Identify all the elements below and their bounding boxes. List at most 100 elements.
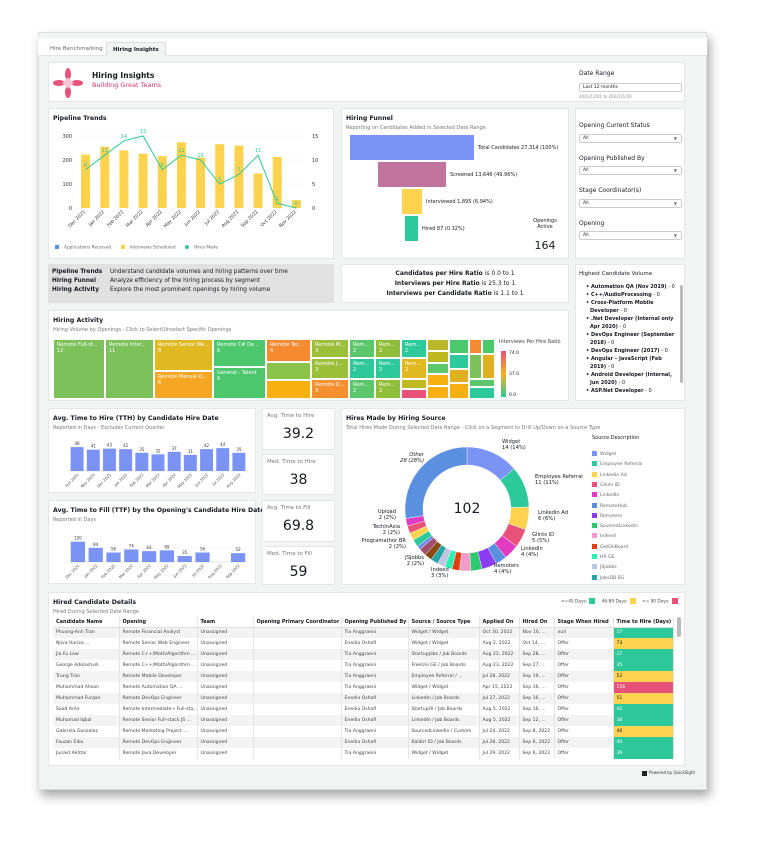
tab-hire-benchmarking[interactable]: Hire Benchmarking [50, 46, 103, 52]
treemap-cell[interactable]: Remote J... 3 [311, 358, 349, 379]
highest-volume-item[interactable]: • Cross-Platform Mobile Developer - 0 [586, 299, 678, 315]
treemap-cell[interactable]: Rem... 2 [375, 358, 401, 379]
treemap-cell[interactable]: Remote M... 3 [311, 339, 349, 358]
source-legend-item[interactable]: GetOnBoard [592, 543, 628, 550]
column-header[interactable]: Team [197, 617, 254, 628]
column-header[interactable]: Applied On [479, 617, 520, 628]
filter-coordinator-select[interactable]: All ▼ [579, 199, 682, 208]
source-legend-item[interactable]: Linkedin Ad [592, 471, 627, 478]
highest-volume-item[interactable]: • Automation QA (Nov 2019) - 0 [586, 283, 678, 291]
table-row[interactable]: Phuong-Anh Tran Remote Financial Analyst U… [53, 627, 674, 638]
source-legend-item[interactable]: RemoteHub [592, 502, 627, 509]
source-legend-item[interactable]: HR GE [592, 554, 615, 560]
treemap-cell[interactable] [449, 354, 469, 369]
column-header[interactable]: Source / Source Type [408, 617, 480, 628]
table-row[interactable]: Muhammad Furqan Remote DevOps Engineer Una… [53, 693, 674, 704]
treemap-cell[interactable]: Remote Tec... 4 [266, 339, 311, 362]
source-legend-item[interactable]: Widget [592, 451, 616, 457]
treemap-cell[interactable]: Rem... 2 [349, 339, 375, 358]
treemap-cell[interactable] [469, 354, 482, 379]
treemap-cell[interactable]: Remote Senior We... 8 [154, 339, 213, 371]
table-row[interactable]: Fauzan Elka Remote DevOps Engineer Unassig… [53, 737, 674, 748]
table-row[interactable]: George Adikashvili Remote C++/Math/Algori… [53, 660, 674, 671]
treemap-cell[interactable] [449, 369, 469, 383]
source-legend-item[interactable]: LinkedIn [592, 492, 619, 498]
treemap-cell[interactable]: Rem... 2 [401, 358, 427, 379]
powered-by[interactable]: Powered by QuickSight [642, 770, 695, 776]
column-header[interactable]: Hired On [519, 617, 555, 628]
treemap-cell[interactable]: Remote Manual Q... 6 [154, 371, 213, 399]
funnel-bar-screened[interactable] [378, 162, 446, 187]
table-row[interactable]: Junaid Akhtar Remote Java Developer Unassi… [53, 748, 674, 759]
treemap-cell[interactable] [427, 363, 449, 374]
table-row[interactable]: Gabriela Gonzalez Remote Marketing Projec… [53, 726, 674, 737]
treemap-cell[interactable]: Rem... 2 [401, 339, 427, 358]
highest-volume-item[interactable]: • Angular – JavaScript (Feb 2019) - 0 [586, 355, 678, 371]
treemap-cell[interactable] [427, 339, 449, 351]
table-row[interactable]: Njiva Harizo ... Remote Senior Web Engine… [53, 638, 674, 649]
treemap-cell[interactable] [469, 387, 495, 399]
treemap-cell[interactable]: Rem... 2 [349, 379, 375, 399]
treemap-cell[interactable] [482, 354, 495, 379]
treemap-cell[interactable]: Rem... 2 [375, 339, 401, 358]
treemap-cell[interactable]: Remote C# De... 6 [213, 339, 266, 367]
treemap-cell[interactable] [449, 383, 469, 399]
source-legend-item[interactable]: Indeed [592, 533, 616, 539]
treemap-cell[interactable]: Remote Full-st... 12 [53, 339, 105, 399]
tab-hiring-insights[interactable]: Hiring Insights [106, 42, 166, 56]
column-header[interactable]: Opening [119, 617, 198, 628]
tth-chart[interactable]: 46 Oct 2021 41 Nov 2021 43 Dec 2021 42 Jan 2022… [49, 409, 257, 494]
column-header[interactable]: Time to Hire (Days) [613, 617, 674, 628]
treemap-cell[interactable] [401, 389, 427, 399]
treemap-cell[interactable] [449, 339, 469, 354]
treemap-cell[interactable]: Remote Inter... 11 [105, 339, 154, 399]
table-row[interactable]: Saad Amir Remote Intermediate+ Full-sta..… [53, 704, 674, 715]
highest-volume-item[interactable]: • C++/AudioProcessing - 0 [586, 291, 678, 299]
treemap-cell[interactable] [469, 339, 482, 354]
table-scrollbar[interactable] [677, 617, 681, 637]
filter-published-by-select[interactable]: All ▼ [579, 166, 682, 175]
treemap-cell[interactable] [401, 379, 427, 389]
filter-opening-select[interactable]: All ▼ [579, 231, 682, 240]
treemap-cell[interactable] [482, 339, 495, 354]
treemap-cell[interactable]: General - Talent 6 [213, 367, 266, 399]
date-range-select[interactable]: Last 12 months [579, 83, 682, 92]
source-legend-item[interactable]: Employee Referral [592, 461, 642, 467]
table-row[interactable]: Muhammad Ahsan Remote Automation QA ... Un… [53, 682, 674, 693]
legend-hires[interactable]: Hires Made [193, 245, 219, 251]
treemap-cell[interactable]: Rem... 2 [349, 358, 375, 379]
highest-volume-item[interactable]: • ASP.Net Developer - 0 [586, 387, 678, 395]
table-row[interactable]: Jia Fu Low Remote C++/Math/Algorithm ... U… [53, 649, 674, 660]
scrollbar[interactable] [680, 285, 683, 383]
donut-chart[interactable] [342, 409, 686, 586]
treemap-cell[interactable] [427, 386, 449, 399]
column-header[interactable]: Opening Published By [341, 617, 409, 628]
highest-volume-item[interactable]: • DevOps Engineer (September 2018) - 0 [586, 331, 678, 347]
funnel-bar-total[interactable] [350, 135, 474, 160]
treemap-cell[interactable] [266, 380, 311, 399]
treemap-cell[interactable]: Rem... 2 [375, 379, 401, 399]
ttf-chart[interactable]: 120 Dec 2021 84 Jan 2022 56 Feb 2022 74 Mar 202… [49, 501, 257, 585]
table-row[interactable]: Muhamad Iqbal Remote Senior Full-stack JS… [53, 715, 674, 726]
table-row[interactable]: Trung Tran Remote Mobile Developer Unassig… [53, 671, 674, 682]
source-legend-item[interactable]: JSJobbs [592, 564, 617, 570]
source-legend-item[interactable]: Glints ID [592, 481, 620, 488]
treemap-cell[interactable] [266, 362, 311, 380]
filter-status-select[interactable]: All ▼ [579, 134, 682, 143]
highest-volume-item[interactable]: • Android Developer (Internal, Jun 2020)… [586, 371, 678, 387]
treemap-cell[interactable]: Remote D... 3 [311, 379, 349, 399]
legend-interviews[interactable]: Interviews Scheduled [129, 245, 176, 251]
treemap-cell[interactable] [427, 374, 449, 386]
treemap[interactable]: Remote Full-st... 12 Remote Inter... 11 Remo… [53, 339, 495, 399]
source-legend-item[interactable]: SourcedLinkedin [592, 523, 638, 529]
column-header[interactable]: Stage When Hired [554, 617, 614, 628]
column-header[interactable]: Candidate Name [53, 617, 120, 628]
treemap-cell[interactable] [469, 379, 495, 387]
source-legend-item[interactable]: Remoters [592, 512, 622, 519]
source-legend-item[interactable]: JobsDB SG [592, 574, 624, 581]
legend-applications[interactable]: Applications Received [64, 245, 112, 251]
funnel-bar-hired[interactable] [405, 216, 418, 241]
treemap-cell[interactable] [427, 351, 449, 363]
highest-volume-item[interactable]: • DevOps Engineer (2017) - 0 [586, 347, 678, 355]
